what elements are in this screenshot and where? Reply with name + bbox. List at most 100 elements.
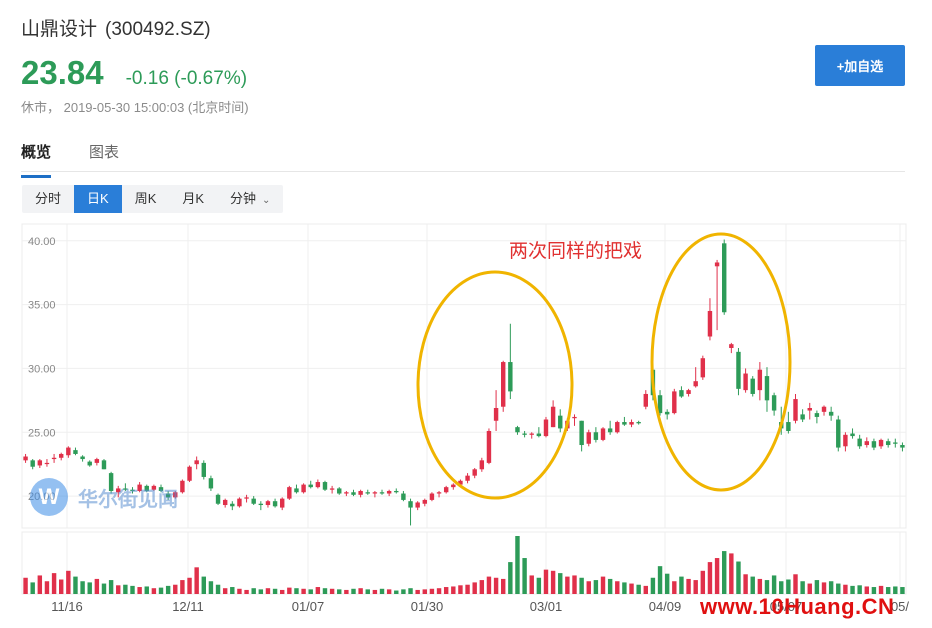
volume-bar xyxy=(479,580,485,594)
candle-body xyxy=(351,492,356,495)
volume-bar xyxy=(572,575,577,594)
chart-grid xyxy=(21,223,907,595)
period-tab-daily[interactable]: 日K xyxy=(74,185,122,213)
x-tick-label: 11/16 xyxy=(51,599,83,614)
volume-bar xyxy=(301,588,306,594)
tab-chart[interactable]: 图表 xyxy=(89,144,120,161)
candle-body xyxy=(73,450,78,454)
volume-bar xyxy=(472,582,477,594)
volume-bar xyxy=(757,578,763,594)
candle-body xyxy=(807,408,812,411)
volume-bar xyxy=(158,587,164,594)
volume-bar xyxy=(358,588,363,594)
candle-body xyxy=(251,498,256,504)
candle-body xyxy=(550,406,556,428)
candle-body xyxy=(451,484,456,488)
volume-bar xyxy=(294,588,299,594)
candle-body xyxy=(344,492,349,494)
candle-body xyxy=(486,430,492,463)
volume-bar xyxy=(508,562,513,594)
volume-bar xyxy=(116,585,121,594)
volume-bar xyxy=(130,585,135,594)
candle-body xyxy=(864,441,870,446)
volume-bar xyxy=(714,558,720,594)
volume-bar xyxy=(37,575,43,594)
candle-body xyxy=(237,498,242,507)
current-price: 23.84 xyxy=(21,54,104,91)
candle-body xyxy=(615,422,620,433)
volume-bar xyxy=(87,582,92,594)
candle-body xyxy=(693,381,698,387)
candle-body xyxy=(436,492,442,494)
y-tick-label: 35.00 xyxy=(28,300,56,312)
candle-body xyxy=(764,376,770,401)
volume-bar xyxy=(693,580,698,594)
market-status: 休市， 2019-05-30 15:00:03 (北京时间) xyxy=(21,100,249,115)
volume-bar xyxy=(279,589,285,594)
candle-body xyxy=(66,447,71,456)
candle-body xyxy=(315,482,321,488)
candle-body xyxy=(44,462,50,465)
volume-bar xyxy=(836,583,841,594)
volume-bar xyxy=(386,589,392,594)
period-tab-minute[interactable]: 分钟 ⌄ xyxy=(217,185,283,213)
candle-body xyxy=(94,459,100,463)
volume-bar xyxy=(550,570,556,594)
candle-body xyxy=(672,391,677,414)
volume-bar xyxy=(258,589,264,594)
candle-body xyxy=(51,457,57,460)
volume-bar xyxy=(315,587,321,594)
volume-bar xyxy=(807,583,812,594)
volume-bar xyxy=(401,589,406,594)
candle-body xyxy=(593,432,599,440)
period-tab-intraday[interactable]: 分时 xyxy=(35,191,62,206)
candle-body xyxy=(37,460,43,466)
volume-bar xyxy=(543,569,549,594)
candle-body xyxy=(814,413,820,417)
add-watchlist-button[interactable]: +加自选 xyxy=(815,45,905,86)
tab-overview[interactable]: 概览 xyxy=(21,141,52,178)
highlight-ellipse-2 xyxy=(650,232,792,492)
volume-bar xyxy=(707,562,713,594)
volume-bar xyxy=(458,585,463,594)
candle-body xyxy=(165,493,171,498)
volume-bar xyxy=(173,584,178,594)
volume-bar xyxy=(144,586,149,594)
candle-body xyxy=(900,445,905,448)
candle-body xyxy=(101,460,107,470)
volume-bar xyxy=(586,581,591,594)
candle-body xyxy=(522,433,527,435)
price-row: 23.84 -0.16 (-0.67%) xyxy=(21,54,247,92)
volume-bar xyxy=(222,588,228,594)
y-tick-label: 25.00 xyxy=(28,427,56,439)
candle-body xyxy=(443,487,449,493)
volume-bar xyxy=(244,589,249,594)
volume-bar xyxy=(679,576,684,594)
candle-body xyxy=(401,493,406,500)
candle-body xyxy=(308,484,313,488)
candle-body xyxy=(279,498,285,508)
volume-bar xyxy=(814,580,820,594)
highlight-ellipse-1 xyxy=(416,270,574,500)
stock-code: (300492.SZ) xyxy=(105,19,211,40)
volume-bar xyxy=(379,588,385,594)
volume-bar xyxy=(850,585,855,594)
candle-body xyxy=(700,358,706,378)
volume-bar xyxy=(230,587,235,594)
candle-body xyxy=(786,422,791,431)
period-tab-monthly[interactable]: 月K xyxy=(182,191,205,206)
candle-body xyxy=(158,487,164,491)
candle-body xyxy=(244,497,249,499)
volume-bar xyxy=(30,582,35,594)
candle-body xyxy=(123,488,128,490)
candle-body xyxy=(294,488,299,493)
candle-body xyxy=(586,432,591,444)
volume-bar xyxy=(108,580,114,594)
volume-bar xyxy=(843,584,848,594)
candle-body xyxy=(500,362,506,407)
volume-bar xyxy=(208,581,214,594)
candle-body xyxy=(394,490,399,493)
period-tab-weekly[interactable]: 周K xyxy=(134,191,157,206)
y-tick-label: 40.00 xyxy=(28,236,56,248)
